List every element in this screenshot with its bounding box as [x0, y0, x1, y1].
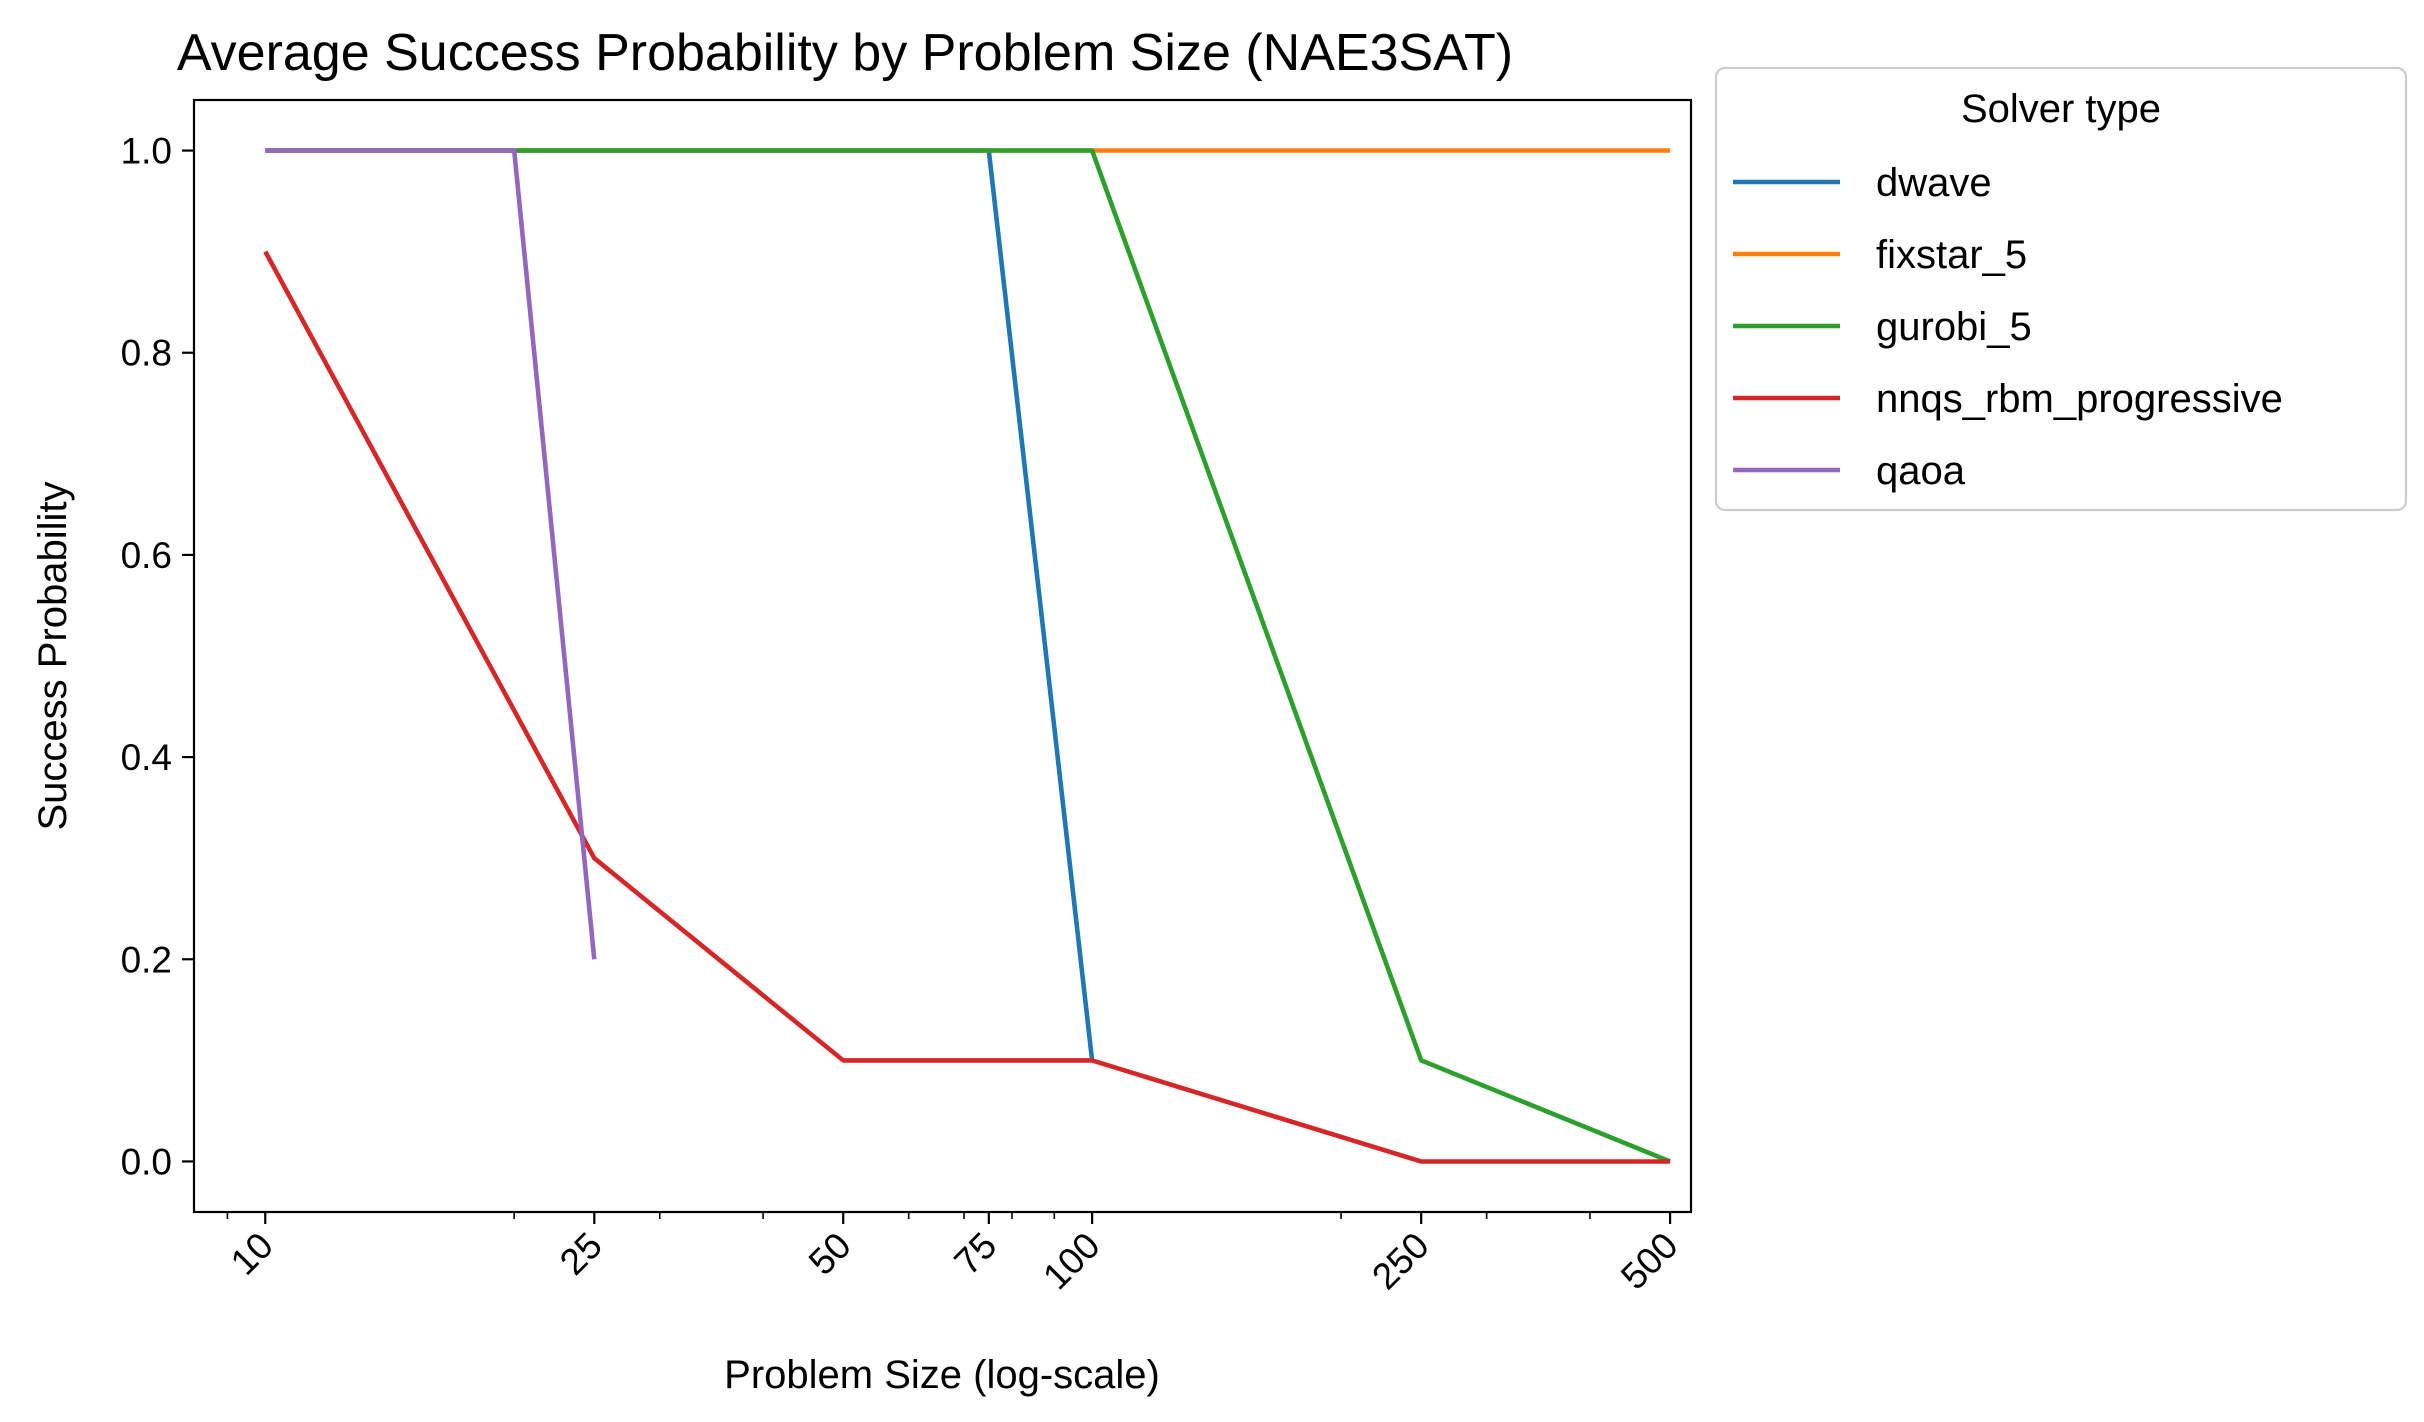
- legend-frame: [1714, 66, 2408, 512]
- x-tick-label: 10: [223, 1225, 281, 1283]
- series-line-gurobi_5: [265, 148, 1671, 1164]
- y-tick-label: 0.6: [121, 535, 172, 576]
- x-tick-label: 75: [946, 1225, 1004, 1283]
- y-axis-label: Success Probability: [31, 481, 75, 830]
- legend-label-gurobi_5: gurobi_5: [1876, 305, 2032, 349]
- x-tick-label: 25: [552, 1225, 610, 1283]
- series-line-nnqs_rbm_progressive: [263, 250, 1671, 1164]
- legend: Solver type dwave fixstar_5 gurobi_5 nnqs_r…: [1714, 66, 2408, 512]
- legend-title: Solver type: [1961, 87, 2161, 131]
- legend-label-dwave: dwave: [1876, 161, 1992, 205]
- plot-lines: [263, 148, 1671, 1164]
- y-tick-label: 0.8: [121, 333, 172, 374]
- x-axis: 10 25 50 75 100 250 500: [223, 1212, 1686, 1297]
- plot-frame: [192, 98, 1693, 1214]
- legend-label-qaoa: qaoa: [1876, 449, 1966, 493]
- x-tick-label: 250: [1364, 1225, 1437, 1298]
- x-axis-label: Problem Size (log-scale): [724, 1353, 1160, 1397]
- y-tick-label: 1.0: [121, 131, 172, 172]
- y-tick-label: 0.4: [121, 737, 172, 778]
- chart-title: Average Success Probability by Problem S…: [177, 24, 1513, 82]
- x-tick-label: 500: [1613, 1225, 1686, 1298]
- y-axis: 0.0 0.2 0.4 0.6 0.8 1.0: [121, 131, 194, 1182]
- legend-entries: dwave fixstar_5 gurobi_5 nnqs_rbm_progressi…: [1733, 161, 2283, 493]
- legend-label-fixstar_5: fixstar_5: [1876, 233, 2027, 277]
- legend-label-nnqs_rbm_progressive: nnqs_rbm_progressive: [1876, 377, 2283, 421]
- x-tick-label: 100: [1035, 1225, 1108, 1298]
- series-line-qaoa: [265, 148, 597, 960]
- x-tick-label: 50: [801, 1225, 859, 1283]
- y-tick-label: 0.0: [121, 1141, 172, 1182]
- y-tick-label: 0.2: [121, 939, 172, 980]
